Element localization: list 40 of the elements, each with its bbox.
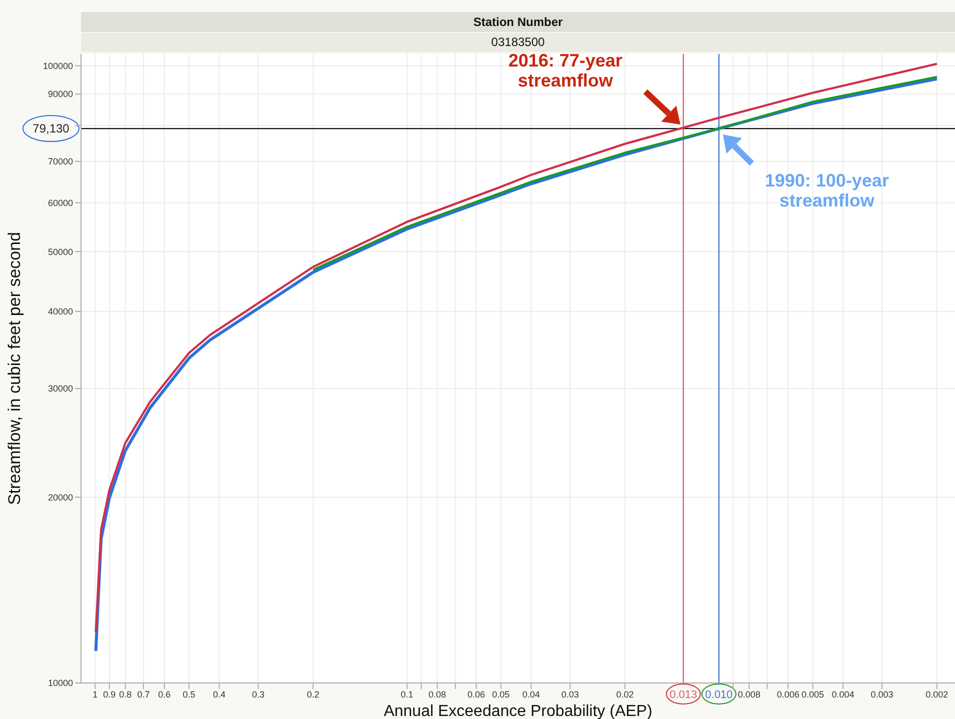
x-tick-label: 0.003 <box>870 689 894 700</box>
y-tick-label: 10000 <box>48 678 73 688</box>
x-tick-label: 0.006 <box>776 689 800 700</box>
x-axis-title: Annual Exceedance Probability (AEP) <box>384 703 652 719</box>
y-tick-label: 100000 <box>42 60 73 71</box>
x-tick-label: 0.005 <box>802 689 824 700</box>
chart-subtitle: 03183500 <box>81 33 955 52</box>
x-tick-label: 0.03 <box>561 689 579 700</box>
y-axis-title: Streamflow, in cubic feet per second <box>5 232 24 506</box>
annotation: 1990: 100-year streamflow <box>764 170 889 211</box>
y-tick-label: 40000 <box>48 306 73 317</box>
x-tick-label: 0.02 <box>616 689 634 700</box>
x-tick-label: 0.002 <box>926 689 948 700</box>
chart-title: Station Number <box>81 12 955 32</box>
ref-line-label: 0.013 <box>670 688 698 701</box>
x-tick-label: 0.06 <box>467 689 485 700</box>
x-tick-label: 0.5 <box>182 689 196 700</box>
x-tick-label: 0.1 <box>400 689 414 700</box>
x-tick-label: 0.04 <box>522 689 540 700</box>
y-tick-label: 90000 <box>48 89 73 100</box>
x-tick-label: 0.4 <box>212 689 226 700</box>
y-tick-label: 60000 <box>48 198 73 208</box>
x-tick-label: 0.004 <box>832 689 854 700</box>
y-tick-label: 20000 <box>48 492 73 502</box>
y-tick-label: 30000 <box>48 384 73 394</box>
x-tick-label: 0.8 <box>119 689 132 700</box>
y-tick-label: 50000 <box>48 246 73 257</box>
x-tick-label: 0.008 <box>738 689 760 700</box>
x-tick-label: 0.05 <box>492 689 510 700</box>
x-tick-label: 0.6 <box>158 689 171 700</box>
x-tick-label: 0.2 <box>306 689 320 700</box>
annotation: 2016: 77-year streamflow <box>508 50 622 91</box>
y-tick-label: 70000 <box>48 156 73 167</box>
x-tick-label: 0.7 <box>137 689 150 700</box>
ref-line-label: 0.010 <box>705 688 733 701</box>
x-tick-label: 0.3 <box>252 689 264 700</box>
x-tick-label: 1 <box>92 689 98 700</box>
ref-line-label: 79,130 <box>32 122 70 136</box>
x-tick-label: 0.08 <box>428 689 446 700</box>
x-tick-label: 0.9 <box>103 689 116 700</box>
